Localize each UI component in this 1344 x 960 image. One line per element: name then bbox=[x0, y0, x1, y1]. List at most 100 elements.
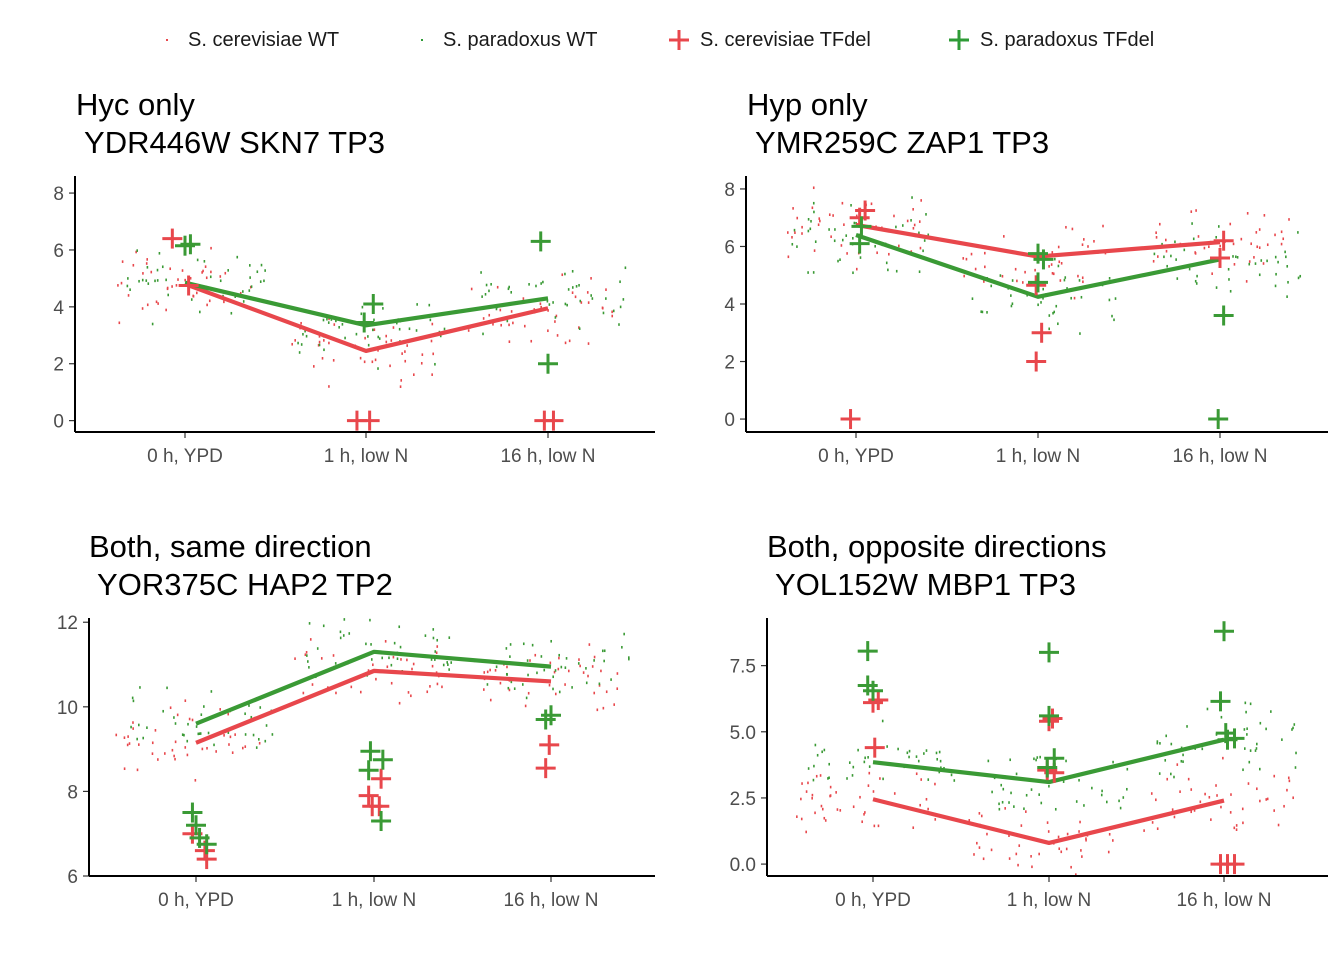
wt-point bbox=[213, 743, 215, 747]
wt-point bbox=[1002, 787, 1005, 791]
wt-point bbox=[508, 323, 510, 327]
wt-point bbox=[828, 776, 830, 780]
wt-point bbox=[470, 287, 473, 291]
wt-point bbox=[1052, 311, 1054, 315]
wt-point bbox=[166, 686, 168, 690]
wt-point bbox=[840, 244, 843, 247]
wt-point bbox=[161, 265, 164, 269]
wt-point bbox=[1215, 784, 1217, 787]
wt-point bbox=[1156, 740, 1159, 743]
wt-point bbox=[801, 225, 803, 229]
wt-point bbox=[613, 703, 615, 706]
wt-point bbox=[244, 733, 247, 736]
wt-point bbox=[574, 295, 577, 299]
wt-point bbox=[579, 299, 582, 303]
legend-item-paradoxus-tfdel: S. paradoxus TFdel bbox=[942, 22, 1154, 58]
wt-point bbox=[1107, 850, 1110, 854]
wt-point bbox=[1220, 805, 1222, 809]
wt-point bbox=[531, 643, 534, 647]
wt-point bbox=[374, 358, 377, 362]
wt-point bbox=[812, 778, 815, 782]
subtitle-line: YMR259C ZAP1 TP3 bbox=[747, 125, 1050, 160]
wt-point bbox=[1143, 829, 1145, 832]
wt-point bbox=[294, 657, 296, 660]
wt-point bbox=[1037, 303, 1039, 307]
wt-point bbox=[1105, 800, 1108, 804]
wt-point bbox=[176, 713, 179, 717]
wt-point bbox=[815, 774, 818, 778]
wt-point bbox=[554, 692, 557, 696]
wt-point bbox=[490, 282, 492, 286]
wt-point bbox=[600, 669, 602, 673]
wt-point bbox=[404, 359, 407, 363]
wt-point bbox=[308, 622, 311, 625]
wt-point bbox=[998, 802, 1000, 806]
wt-point bbox=[244, 712, 246, 716]
wt-point bbox=[131, 696, 134, 700]
wt-point bbox=[1259, 799, 1261, 803]
wt-point bbox=[151, 752, 154, 755]
wt-point bbox=[605, 288, 607, 291]
wt-point bbox=[1197, 235, 1200, 238]
wt-point bbox=[564, 302, 567, 306]
wt-point bbox=[912, 207, 914, 211]
wt-point bbox=[1040, 801, 1043, 805]
wt-point bbox=[616, 672, 619, 675]
legend-plus bbox=[669, 30, 689, 50]
wt-point bbox=[377, 367, 379, 370]
wt-point bbox=[186, 753, 189, 757]
wt-point bbox=[1036, 756, 1039, 759]
wt-point bbox=[263, 279, 265, 283]
wt-point bbox=[521, 683, 524, 686]
legend-plus bbox=[949, 30, 969, 50]
wt-point bbox=[848, 761, 851, 764]
tfdel-point bbox=[372, 749, 393, 770]
wt-point bbox=[1265, 798, 1268, 801]
wt-point bbox=[984, 251, 986, 255]
wt-point bbox=[1081, 243, 1084, 247]
legend-dot bbox=[166, 39, 168, 41]
wt-point bbox=[410, 694, 412, 698]
wt-point bbox=[431, 664, 434, 668]
wt-point bbox=[488, 289, 490, 293]
wt-point bbox=[390, 339, 393, 342]
wt-point bbox=[195, 291, 198, 295]
wt-point bbox=[922, 249, 924, 253]
wt-point bbox=[1082, 280, 1084, 284]
wt-point bbox=[1273, 774, 1276, 778]
wt-point bbox=[192, 294, 195, 298]
y-tick-label: 2 bbox=[724, 353, 735, 374]
wt-point bbox=[1270, 710, 1272, 713]
wt-point bbox=[1165, 238, 1167, 242]
wt-point bbox=[342, 634, 345, 637]
wt-point bbox=[1190, 788, 1193, 791]
tfdel-point bbox=[543, 410, 564, 431]
wt-point bbox=[918, 270, 921, 274]
wt-point bbox=[321, 357, 324, 360]
wt-point bbox=[441, 685, 443, 689]
wt-point bbox=[1206, 707, 1209, 711]
wt-point bbox=[548, 303, 551, 306]
wt-point bbox=[962, 257, 965, 260]
wt-point bbox=[323, 339, 325, 342]
wt-point bbox=[925, 749, 928, 752]
wt-point bbox=[1295, 751, 1297, 755]
wt-point bbox=[1210, 818, 1212, 821]
wt-point bbox=[189, 276, 192, 280]
wt-point bbox=[443, 327, 446, 331]
wt-point bbox=[830, 235, 832, 239]
wt-point bbox=[495, 665, 498, 669]
wt-point bbox=[547, 329, 549, 333]
tfdel-point bbox=[162, 228, 183, 249]
wt-point bbox=[241, 746, 244, 750]
title-line: Hyc only bbox=[76, 87, 195, 122]
wt-point bbox=[390, 663, 393, 667]
wt-point bbox=[1191, 222, 1193, 225]
tfdel-point bbox=[864, 737, 885, 758]
legend-dot bbox=[421, 39, 423, 41]
wt-point bbox=[1004, 807, 1006, 810]
wt-point bbox=[522, 297, 525, 300]
wt-point bbox=[512, 321, 514, 325]
wt-point bbox=[819, 219, 821, 223]
wt-point bbox=[398, 625, 401, 629]
